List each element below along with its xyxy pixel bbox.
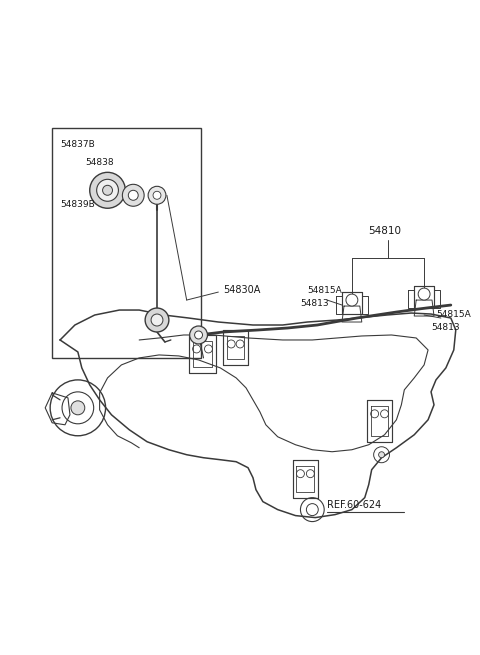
- Text: 54815A: 54815A: [436, 310, 471, 319]
- Text: 54839B: 54839B: [60, 200, 95, 209]
- Circle shape: [148, 186, 166, 204]
- Text: 54830A: 54830A: [223, 285, 261, 295]
- Text: 54837B: 54837B: [60, 140, 95, 149]
- Circle shape: [151, 314, 163, 326]
- Circle shape: [194, 331, 203, 339]
- Circle shape: [190, 326, 207, 344]
- Circle shape: [145, 308, 169, 332]
- Circle shape: [128, 191, 138, 200]
- Circle shape: [418, 288, 430, 300]
- Circle shape: [90, 172, 125, 208]
- Circle shape: [346, 294, 358, 306]
- Bar: [52, 128, 201, 358]
- Circle shape: [71, 401, 85, 415]
- Circle shape: [153, 191, 161, 199]
- Text: 54815A: 54815A: [307, 286, 342, 295]
- Text: REF.60-624: REF.60-624: [327, 500, 382, 510]
- Circle shape: [379, 452, 384, 458]
- Text: 54813: 54813: [300, 299, 329, 308]
- Text: 54813: 54813: [431, 323, 460, 332]
- Text: 54810: 54810: [368, 226, 401, 236]
- Circle shape: [103, 185, 112, 195]
- Circle shape: [96, 179, 119, 201]
- Text: 54838: 54838: [86, 159, 114, 168]
- Circle shape: [122, 184, 144, 206]
